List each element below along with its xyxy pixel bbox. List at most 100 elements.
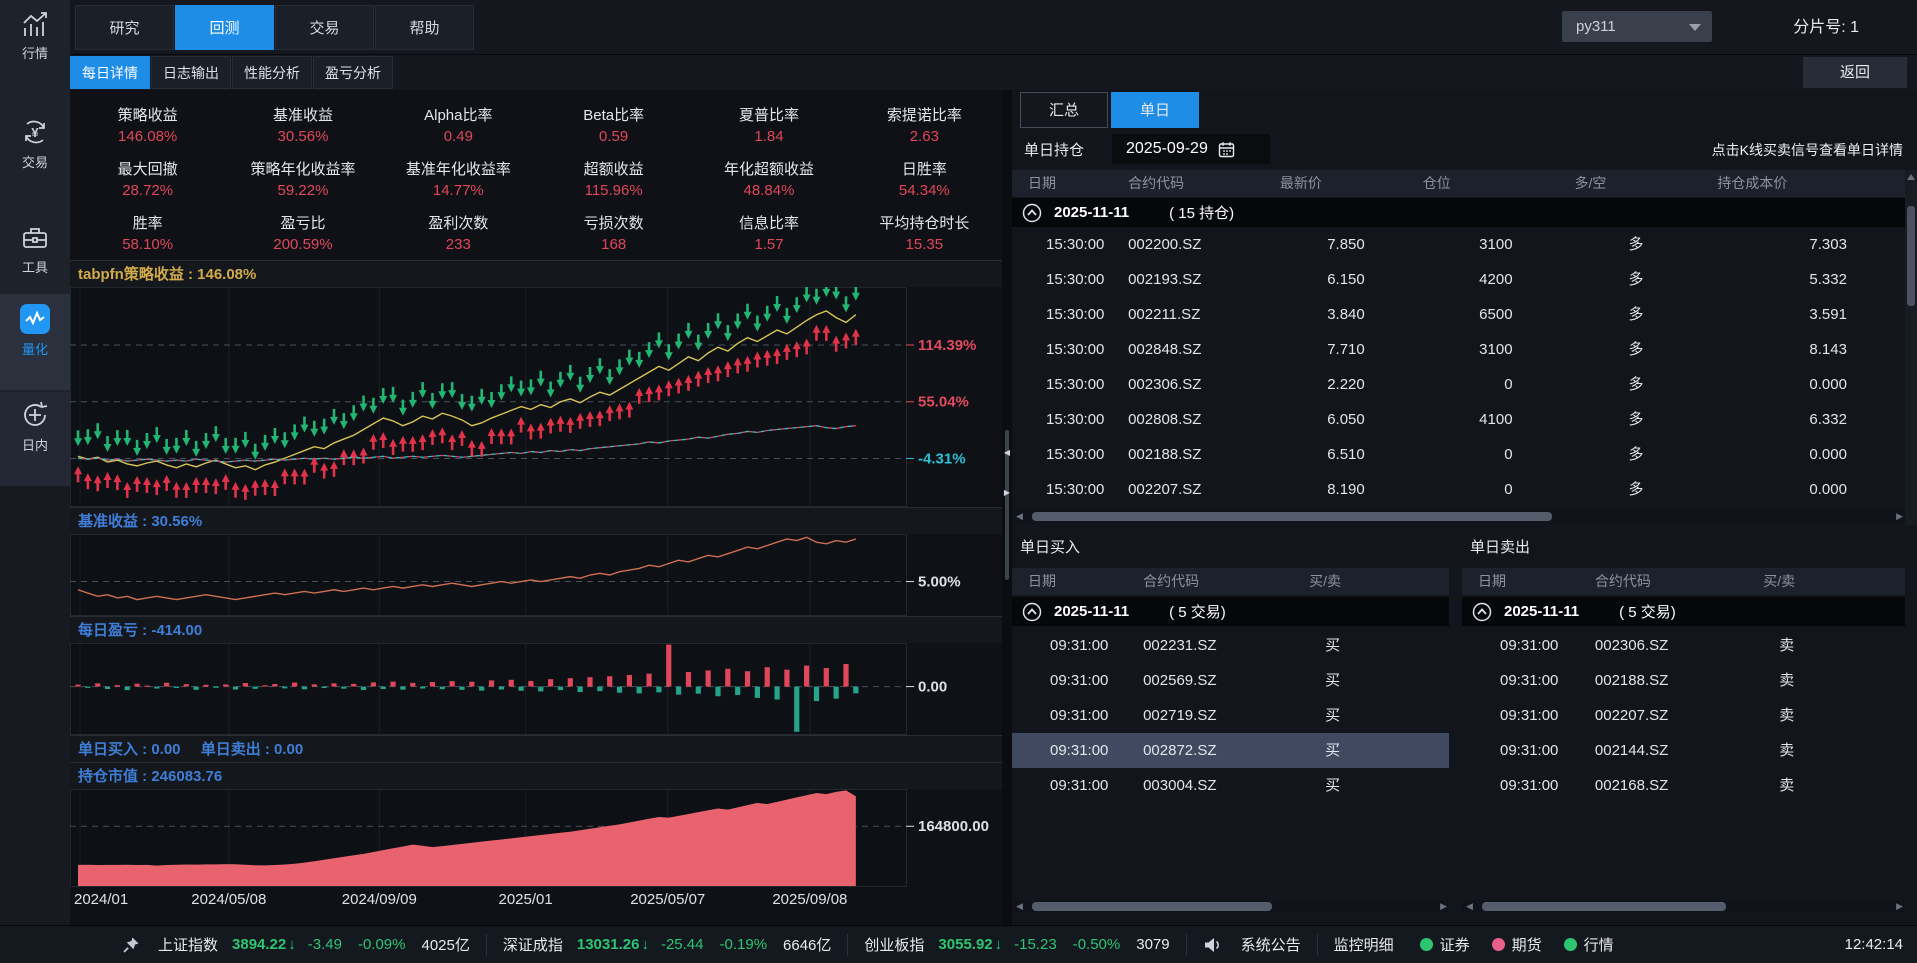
collapse-circle-icon[interactable] [1022, 203, 1042, 223]
buy-horizontal-scrollbar[interactable]: ◀ ▶ [1012, 900, 1449, 913]
holdings-row[interactable]: 15:30:00 002306.SZ 2.220 0 多 0.000 [1012, 367, 1905, 402]
buy-col-header[interactable]: 买/卖 [1309, 573, 1342, 589]
stat-cell: 策略年化收益率 59.22% [225, 152, 380, 206]
holdings-row[interactable]: 15:30:00 002193.SZ 6.150 4200 多 5.332 [1012, 262, 1905, 297]
pin-icon[interactable] [122, 936, 140, 954]
holdings-row[interactable]: 15:30:00 002848.SZ 7.710 3100 多 8.143 [1012, 332, 1905, 367]
holdings-col-header[interactable]: 最新价 [1279, 175, 1322, 191]
holdings-cell: 3.840 [1327, 306, 1365, 323]
holdings-col-header[interactable]: 日期 [1028, 175, 1056, 191]
stat-cell: 策略收益 146.08% [70, 98, 225, 152]
sub-tab-performance[interactable]: 性能分析 [232, 56, 312, 89]
panel-splitter[interactable]: ◀ ▶ [1002, 90, 1012, 925]
nav-tab-research[interactable]: 研究 [75, 5, 174, 50]
sell-horizontal-scrollbar[interactable]: ◀ ▶ [1462, 900, 1905, 913]
nav-tab-backtest[interactable]: 回测 [175, 5, 274, 50]
holdings-col-header[interactable]: 合约代码 [1128, 175, 1185, 191]
holdings-horizontal-scrollbar[interactable]: ◀ ▶ [1012, 510, 1905, 523]
holdings-row[interactable]: 15:30:00 002200.SZ 7.850 3100 多 7.303 [1012, 227, 1905, 262]
strategy-return-chart[interactable]: 114.39% 55.04% -4.31% [70, 287, 1002, 507]
scrollbar-thumb[interactable] [1482, 902, 1726, 911]
scroll-up-icon[interactable] [1907, 174, 1915, 180]
sell-col-header[interactable]: 买/卖 [1763, 573, 1796, 589]
sidebar-item-trade[interactable]: ¥ 交易 [0, 117, 70, 171]
daily-pnl-chart[interactable]: 0.00 [70, 643, 1002, 735]
scroll-left-icon[interactable]: ◀ [1466, 901, 1473, 911]
sidebar-item-tools[interactable]: 工具 [0, 224, 70, 276]
sidebar-item-quant[interactable]: 量化 [0, 304, 70, 358]
scroll-left-icon[interactable]: ◀ [1016, 901, 1023, 911]
scroll-right-icon[interactable]: ▶ [1896, 901, 1903, 911]
buy-col-header[interactable]: 日期 [1028, 573, 1056, 589]
stat-cell: 索提诺比率 2.63 [847, 98, 1002, 152]
scroll-right-icon[interactable]: ▶ [1896, 511, 1903, 521]
stat-cell: 信息比率 1.57 [691, 206, 846, 260]
sub-tab-log-output[interactable]: 日志输出 [151, 56, 231, 89]
sell-row[interactable]: 09:31:00 002207.SZ 卖 [1462, 698, 1905, 733]
sell-col-header[interactable]: 日期 [1478, 573, 1506, 589]
feed-status-证券[interactable]: 证券 [1419, 934, 1470, 955]
holdings-col-header[interactable]: 仓位 [1422, 175, 1451, 191]
date-picker[interactable]: 2025-09-29 [1112, 134, 1270, 164]
scrollbar-thumb[interactable] [1032, 512, 1552, 521]
buy-row[interactable]: 09:31:00 002719.SZ 买 [1012, 698, 1449, 733]
buy-row[interactable]: 09:31:00 002569.SZ 买 [1012, 663, 1449, 698]
holdings-col-header[interactable]: 多/空 [1574, 175, 1607, 191]
market-value-chart[interactable]: 164800.00 [70, 789, 1002, 887]
env-select[interactable]: py311 [1562, 11, 1712, 42]
detail-tab-single-day[interactable]: 单日 [1111, 92, 1199, 128]
collapse-circle-icon[interactable] [1472, 602, 1492, 622]
collapse-circle-icon[interactable] [1022, 602, 1042, 622]
holdings-cell: 4200 [1479, 271, 1513, 288]
stat-cell: 最大回撤 28.72% [70, 152, 225, 206]
stat-label: 超额收益 [583, 161, 644, 178]
buy-cell: 003004.SZ [1143, 777, 1217, 794]
buy-col-header[interactable]: 合约代码 [1143, 573, 1200, 589]
stat-value: 1.84 [754, 128, 784, 145]
sub-tab-daily-detail[interactable]: 每日详情 [70, 56, 150, 89]
sell-cell: 卖 [1779, 637, 1795, 654]
sidebar-item-market[interactable]: 行情 [0, 10, 70, 62]
monitor-detail-link[interactable]: 监控明细 [1333, 937, 1394, 954]
feed-status-行情[interactable]: 行情 [1563, 934, 1614, 955]
back-button[interactable]: 返回 [1803, 57, 1907, 88]
buy-row[interactable]: 09:31:00 002872.SZ 买 [1012, 733, 1449, 768]
stat-label: 夏普比率 [738, 107, 799, 124]
holdings-cell: 6.050 [1327, 411, 1365, 428]
holdings-row[interactable]: 15:30:00 002211.SZ 3.840 6500 多 3.591 [1012, 297, 1905, 332]
holdings-row[interactable]: 15:30:00 002188.SZ 6.510 0 多 0.000 [1012, 437, 1905, 472]
splitter-thumb[interactable] [1005, 430, 1009, 580]
scrollbar-thumb[interactable] [1907, 206, 1915, 306]
benchmark-return-chart[interactable]: 5.00% [70, 534, 1002, 616]
nav-tab-help[interactable]: 帮助 [375, 5, 474, 50]
sub-tab-bar: 每日详情 日志输出 性能分析 盈亏分析 返回 [70, 55, 1917, 90]
buy-row[interactable]: 09:31:00 003004.SZ 买 [1012, 768, 1449, 803]
buy-cell: 09:31:00 [1050, 777, 1109, 794]
sell-col-header[interactable]: 合约代码 [1594, 573, 1651, 589]
feed-status-期货[interactable]: 期货 [1491, 934, 1542, 955]
sell-row[interactable]: 09:31:00 002306.SZ 卖 [1462, 628, 1905, 663]
detail-tab-summary[interactable]: 汇总 [1020, 92, 1108, 128]
holdings-cell: 15:30:00 [1046, 481, 1105, 498]
sub-tab-pnl-analysis[interactable]: 盈亏分析 [313, 56, 393, 89]
sell-row[interactable]: 09:31:00 002188.SZ 卖 [1462, 663, 1905, 698]
sell-group-row[interactable]: 2025-11-11 ( 5 交易) [1462, 597, 1905, 626]
holdings-row[interactable]: 15:30:00 002207.SZ 8.190 0 多 0.000 [1012, 472, 1905, 507]
sidebar-item-intraday[interactable]: 日内 [0, 400, 70, 454]
sell-row[interactable]: 09:31:00 002144.SZ 卖 [1462, 733, 1905, 768]
scroll-left-icon[interactable]: ◀ [1016, 511, 1023, 521]
sell-row[interactable]: 09:31:00 002168.SZ 卖 [1462, 768, 1905, 803]
buy-row[interactable]: 09:31:00 002231.SZ 买 [1012, 628, 1449, 663]
collapse-right-icon[interactable]: ▶ [1003, 488, 1011, 497]
scrollbar-thumb[interactable] [1032, 902, 1273, 911]
holdings-vertical-scrollbar[interactable] [1905, 170, 1917, 525]
collapse-left-icon[interactable]: ◀ [1003, 448, 1011, 457]
holdings-group-row[interactable]: 2025-11-11 ( 15 持仓) [1012, 198, 1905, 227]
system-announcement-link[interactable]: 系统公告 [1240, 937, 1301, 954]
holdings-col-header[interactable]: 持仓成本价 [1717, 175, 1788, 191]
scroll-right-icon[interactable]: ▶ [1440, 901, 1447, 911]
nav-tab-trade[interactable]: 交易 [275, 5, 374, 50]
holdings-row[interactable]: 15:30:00 002808.SZ 6.050 4100 多 6.332 [1012, 402, 1905, 437]
buy-group-row[interactable]: 2025-11-11 ( 5 交易) [1012, 597, 1449, 626]
sidebar-item-label: 交易 [21, 155, 48, 170]
